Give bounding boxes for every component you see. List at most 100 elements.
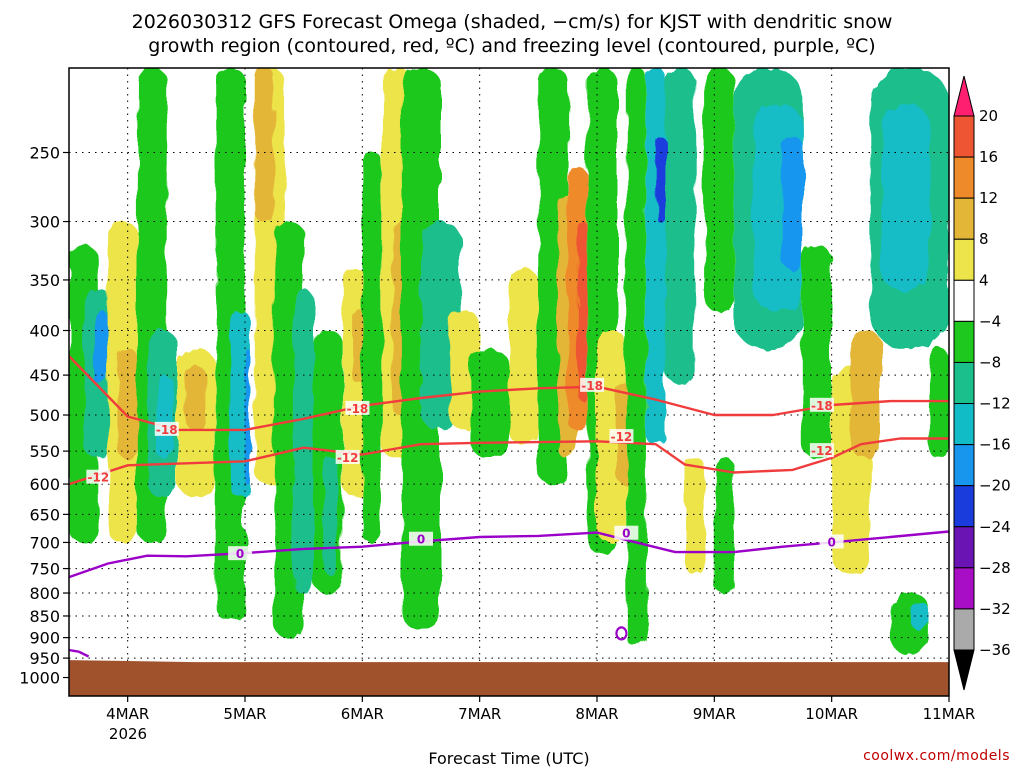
colorbar-swatch [953, 608, 975, 651]
x-tick-label: 10MAR [805, 705, 858, 723]
y-tick-label: 250 [29, 144, 60, 163]
colorbar-swatch [953, 320, 975, 363]
plot-area: -18 -18 -18 -18 -12 -12 -12 -12 0 0 0 0 [69, 68, 949, 696]
omega-shade-cell [117, 349, 138, 458]
y-axis: 250 300 350 400 450 500 550 600 650 700 750 800 850 9… [19, 144, 69, 688]
omega-shade-cell [362, 152, 382, 543]
omega-shading [69, 68, 949, 655]
x-tick-label: 7MAR [458, 705, 501, 723]
omega-shade-cell [704, 68, 734, 312]
svg-text:-12: -12 [87, 471, 109, 485]
omega-shade-cell [929, 349, 949, 458]
colorbar-tick-label: −20 [979, 477, 1011, 495]
colorbar-tick-label: −12 [979, 395, 1011, 413]
chart-title-line2: growth region (contoured, red, ºC) and f… [148, 35, 875, 57]
chart-title-line1: 2026030312 GFS Forecast Omega (shaded, −… [132, 11, 893, 33]
colorbar: 20 16 12 8 4 −4 −8 −12 −16 −20 −24 −28 −32 −36 [953, 75, 1011, 691]
colorbar-swatch [953, 361, 975, 405]
contour-label: -12 [809, 443, 834, 458]
colorbar-tick-label: −32 [979, 600, 1011, 618]
svg-text:-12: -12 [811, 444, 833, 458]
omega-shade-cell [157, 375, 172, 458]
y-tick-label: 400 [29, 322, 60, 341]
omega-shade-cell [577, 221, 588, 400]
y-tick-label: 550 [29, 442, 60, 461]
omega-shade-cell [323, 457, 338, 574]
omega-shade-cell [655, 137, 666, 222]
svg-text:0: 0 [827, 535, 835, 549]
contour-label: 0 [409, 531, 433, 547]
svg-text:0: 0 [417, 533, 425, 547]
contour-label: -18 [809, 397, 834, 413]
contour-label: -12 [609, 429, 634, 444]
colorbar-tick-label: 20 [979, 107, 998, 125]
omega-shade-cell [509, 269, 539, 445]
y-tick-label: 650 [29, 505, 60, 524]
colorbar-swatch [953, 526, 975, 569]
contour-line [69, 648, 90, 658]
svg-text:-12: -12 [337, 451, 359, 465]
colorbar-swatch [953, 567, 975, 610]
omega-shade-cell [626, 68, 646, 646]
omega-shade-cell [245, 349, 250, 485]
y-tick-label: 700 [29, 533, 60, 552]
colorbar-tick-label: 16 [979, 148, 998, 166]
contour-label: -18 [580, 377, 605, 393]
omega-shade-cell [909, 602, 930, 630]
x-tick-label: 5MAR [223, 705, 266, 723]
colorbar-swatch [953, 485, 975, 528]
colorbar-tick-label: −24 [979, 518, 1011, 536]
omega-shade-cell [685, 457, 705, 574]
colorbar-top-triangle [953, 75, 975, 117]
omega-shade-cell [93, 311, 109, 384]
y-tick-label: 850 [29, 607, 60, 626]
omega-shade-cell [880, 104, 930, 291]
y-tick-label: 750 [29, 560, 60, 579]
colorbar-swatch [953, 238, 975, 281]
x-tick-label: 6MAR [341, 705, 384, 723]
svg-text:-18: -18 [156, 423, 178, 437]
contour-label: -12 [335, 449, 360, 465]
omega-shade-cell [645, 68, 666, 445]
omega-shade-cell [802, 246, 832, 458]
svg-text:-12: -12 [611, 430, 633, 444]
svg-text:-18: -18 [347, 402, 369, 416]
contour-label: 0 [819, 534, 844, 549]
y-tick-label: 1000 [19, 669, 60, 688]
contour-label: 0 [228, 546, 253, 561]
terrain-fill [69, 660, 949, 696]
y-tick-label: 450 [29, 366, 60, 385]
omega-shade-cell [851, 330, 881, 458]
omega-shade-cell [714, 457, 734, 593]
contour-label: 0 [614, 525, 639, 541]
y-tick-label: 350 [29, 271, 60, 290]
x-tick-label: 9MAR [693, 705, 736, 723]
x-tick-label: 4MAR [106, 705, 149, 723]
contour-label: -12 [86, 469, 111, 485]
omega-shade-cell [186, 366, 206, 430]
svg-text:-18: -18 [581, 379, 603, 393]
colorbar-swatch [953, 403, 975, 446]
gridlines [69, 68, 949, 696]
contour-label: -18 [154, 421, 179, 437]
svg-text:-18: -18 [811, 399, 833, 413]
contour-label: -18 [345, 400, 370, 416]
contour-closed-loop [615, 626, 628, 641]
contours: -18 -18 -18 -18 -12 -12 -12 -12 0 0 0 0 [69, 355, 949, 658]
credit-text: coolwx.com/models [863, 748, 1010, 764]
y-tick-label: 900 [29, 629, 60, 648]
colorbar-tick-label: 4 [979, 271, 989, 289]
colorbar-swatch [953, 279, 975, 322]
colorbar-tick-label: −28 [979, 559, 1011, 577]
contour-line [69, 355, 949, 432]
colorbar-tick-label: −36 [979, 641, 1011, 659]
x-axis: 4MAR 5MAR 6MAR 7MAR 8MAR 9MAR 10MAR 11MAR [106, 696, 975, 723]
omega-shade-cell [254, 68, 275, 222]
omega-shade-cell [401, 68, 441, 630]
colorbar-swatch [953, 197, 975, 240]
colorbar-swatch [953, 156, 975, 199]
contour-line [69, 437, 949, 486]
colorbar-tick-label: 8 [979, 230, 989, 248]
y-tick-label: 600 [29, 475, 60, 494]
colorbar-tick-label: 12 [979, 189, 998, 207]
